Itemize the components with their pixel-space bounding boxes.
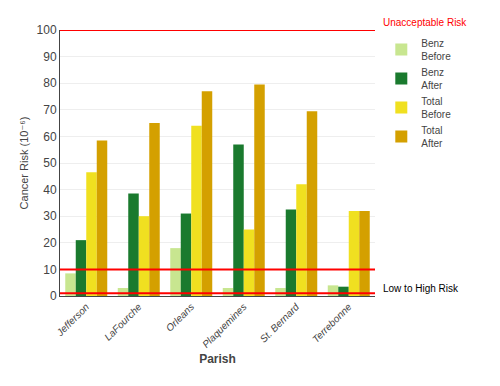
- svg-text:BenzBefore: BenzBefore: [421, 38, 451, 62]
- svg-text:90: 90: [43, 50, 57, 64]
- svg-text:20: 20: [43, 236, 57, 250]
- svg-text:40: 40: [43, 183, 57, 197]
- svg-text:Parish: Parish: [199, 352, 236, 366]
- svg-text:0: 0: [50, 289, 57, 303]
- svg-text:30: 30: [43, 209, 57, 223]
- svg-text:60: 60: [43, 130, 57, 144]
- svg-text:LaFourche: LaFourche: [102, 301, 144, 343]
- svg-text:Jefferson: Jefferson: [54, 301, 92, 339]
- svg-text:Cancer Risk (10⁻⁶): Cancer Risk (10⁻⁶): [18, 117, 30, 210]
- svg-text:80: 80: [43, 76, 57, 90]
- svg-text:50: 50: [43, 156, 57, 170]
- svg-text:70: 70: [43, 103, 57, 117]
- svg-text:BenzAfter: BenzAfter: [421, 67, 444, 91]
- svg-text:Unacceptable Risk: Unacceptable Risk: [383, 17, 467, 28]
- svg-text:100: 100: [37, 23, 57, 37]
- svg-text:10: 10: [43, 263, 57, 277]
- svg-text:TotalAfter: TotalAfter: [421, 125, 443, 149]
- svg-text:TotalBefore: TotalBefore: [421, 96, 451, 120]
- svg-text:Plaquemines: Plaquemines: [200, 301, 249, 350]
- svg-text:St. Bernard: St. Bernard: [258, 301, 302, 345]
- svg-text:Terrebonne: Terrebonne: [310, 301, 354, 345]
- svg-text:Low to High Risk: Low to High Risk: [383, 283, 459, 294]
- svg-text:Orleans: Orleans: [164, 301, 197, 334]
